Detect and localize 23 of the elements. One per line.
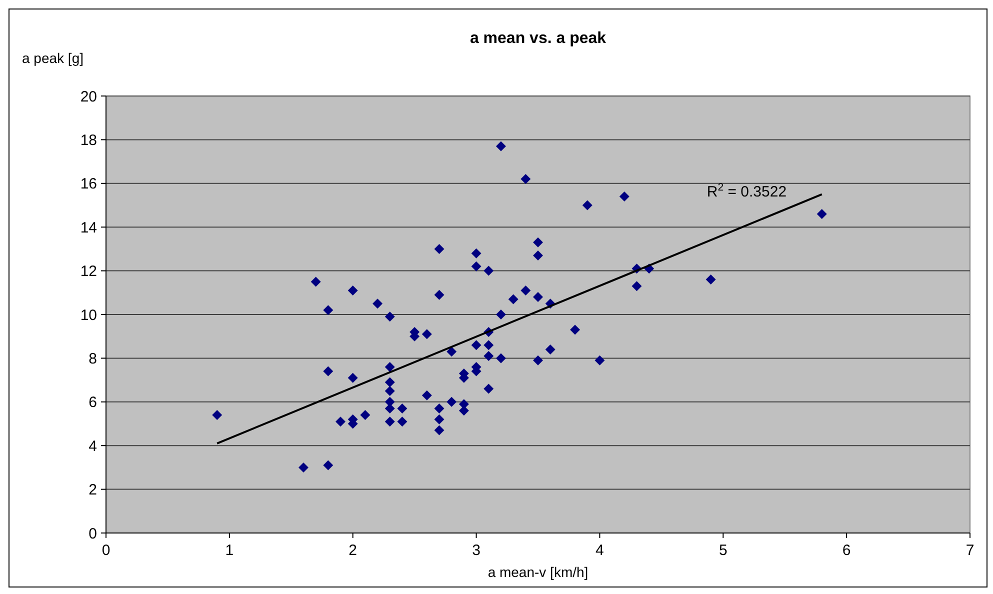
x-tick-label: 1 — [225, 542, 234, 559]
y-tick-label: 2 — [88, 482, 97, 499]
y-axis-title: a peak [g] — [22, 50, 84, 66]
y-tick-label: 4 — [88, 438, 97, 455]
x-tick-label: 3 — [472, 542, 480, 559]
x-axis-title: a mean-v [km/h] — [488, 564, 588, 580]
y-tick-label: 0 — [88, 525, 97, 542]
y-tick-label: 14 — [80, 219, 97, 236]
y-tick-label: 8 — [88, 350, 97, 368]
annotation: R$^{2}$ = 0.3522 — [706, 181, 787, 200]
y-tick-label: 10 — [80, 306, 97, 324]
y-tick-label: 16 — [80, 176, 97, 193]
y-tick-label: 20 — [80, 88, 97, 106]
y-tick-label: 6 — [88, 394, 97, 412]
x-tick-label: 4 — [596, 542, 604, 559]
y-tick-label: 12 — [80, 263, 97, 280]
x-tick-label: 0 — [102, 542, 110, 559]
x-tick-label: 2 — [348, 542, 358, 559]
chart-title: a mean vs. a peak — [470, 30, 606, 47]
y-tick-label: 18 — [80, 132, 97, 149]
x-tick-label: 6 — [842, 542, 851, 559]
x-tick-label: 7 — [966, 542, 974, 559]
x-tick-label: 5 — [718, 542, 728, 559]
